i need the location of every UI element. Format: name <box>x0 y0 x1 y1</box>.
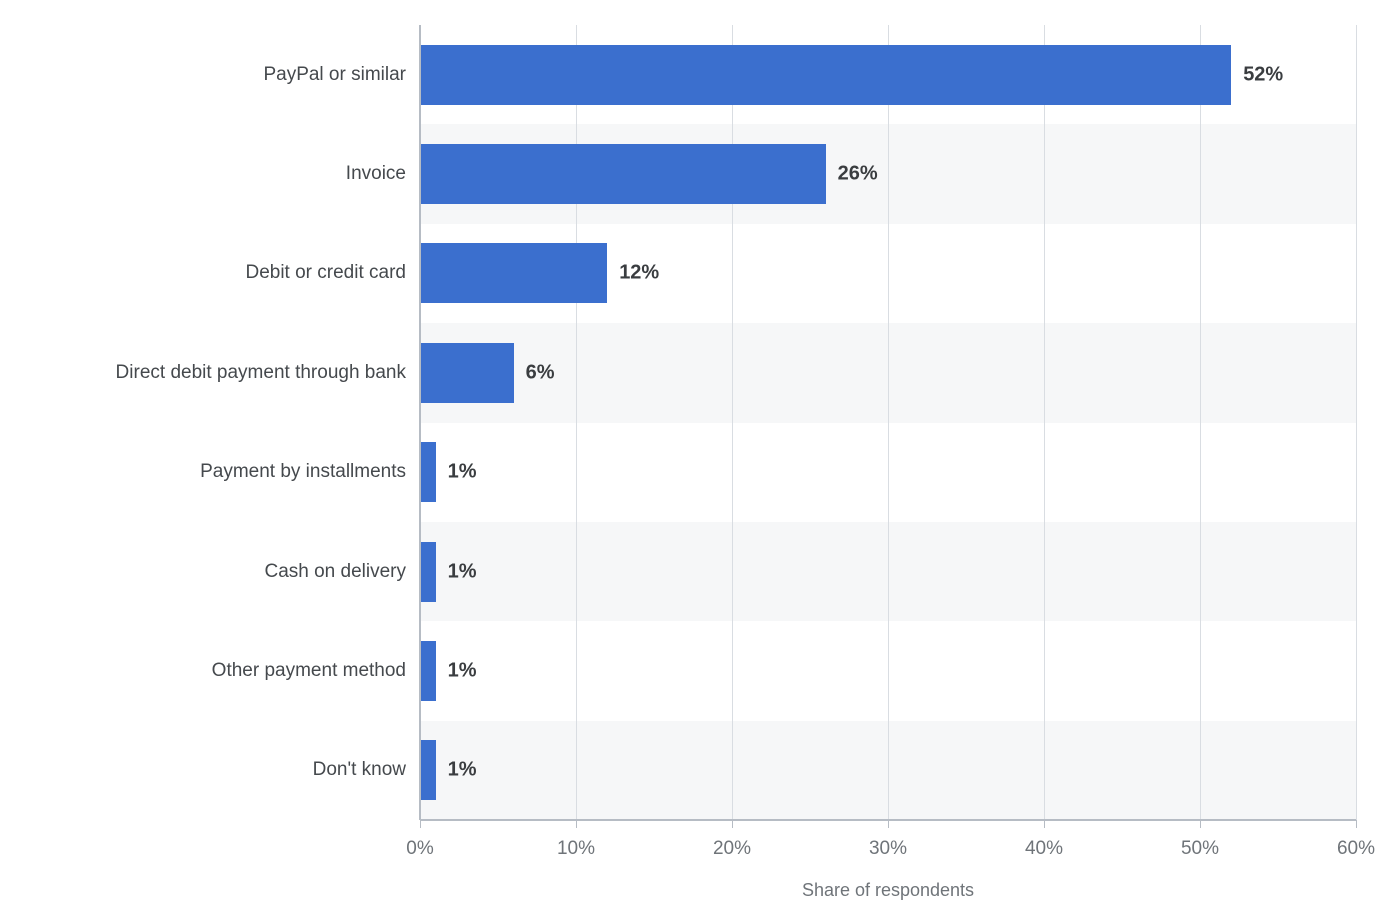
gridline <box>1044 25 1045 820</box>
bar-value-label: 26% <box>838 163 878 186</box>
bar-value-label: 1% <box>448 461 477 484</box>
bar-value-label: 1% <box>448 759 477 782</box>
category-label: Debit or credit card <box>245 262 406 284</box>
x-axis-title: Share of respondents <box>802 880 974 901</box>
x-tick-label: 0% <box>406 838 433 860</box>
x-tick-label: 40% <box>1025 838 1063 860</box>
x-tick <box>1200 820 1201 828</box>
bar-value-label: 1% <box>448 659 477 682</box>
x-tick <box>1044 820 1045 828</box>
category-label: Invoice <box>346 163 406 185</box>
bar <box>420 144 826 204</box>
category-label: Payment by installments <box>200 461 406 483</box>
category-label: PayPal or similar <box>263 64 406 86</box>
category-label: Other payment method <box>212 660 406 682</box>
y-axis-line <box>419 25 421 820</box>
x-tick-label: 30% <box>869 838 907 860</box>
bar-value-label: 12% <box>619 262 659 285</box>
bar-value-label: 6% <box>526 361 555 384</box>
x-tick-label: 10% <box>557 838 595 860</box>
category-label: Don't know <box>313 759 406 781</box>
x-tick <box>420 820 421 828</box>
chart-container: 52% 26% 12% 6% 1% 1% 1% 1% PayPal or similar Inv… <box>0 0 1392 914</box>
bar <box>420 641 436 701</box>
bar <box>420 343 514 403</box>
category-label: Cash on delivery <box>264 561 406 583</box>
gridline <box>888 25 889 820</box>
x-tick <box>576 820 577 828</box>
x-tick <box>1356 820 1357 828</box>
bar-value-label: 52% <box>1243 63 1283 86</box>
bar-value-label: 1% <box>448 560 477 583</box>
x-tick-label: 50% <box>1181 838 1219 860</box>
x-tick-label: 20% <box>713 838 751 860</box>
bar <box>420 442 436 502</box>
plot-area: 52% 26% 12% 6% 1% 1% 1% 1% <box>420 25 1356 820</box>
gridline <box>1200 25 1201 820</box>
bar <box>420 542 436 602</box>
gridline <box>1356 25 1357 820</box>
x-tick <box>732 820 733 828</box>
category-label: Direct debit payment through bank <box>116 362 406 384</box>
x-tick-label: 60% <box>1337 838 1375 860</box>
x-tick <box>888 820 889 828</box>
bar <box>420 243 607 303</box>
bar <box>420 740 436 800</box>
bar <box>420 45 1231 105</box>
